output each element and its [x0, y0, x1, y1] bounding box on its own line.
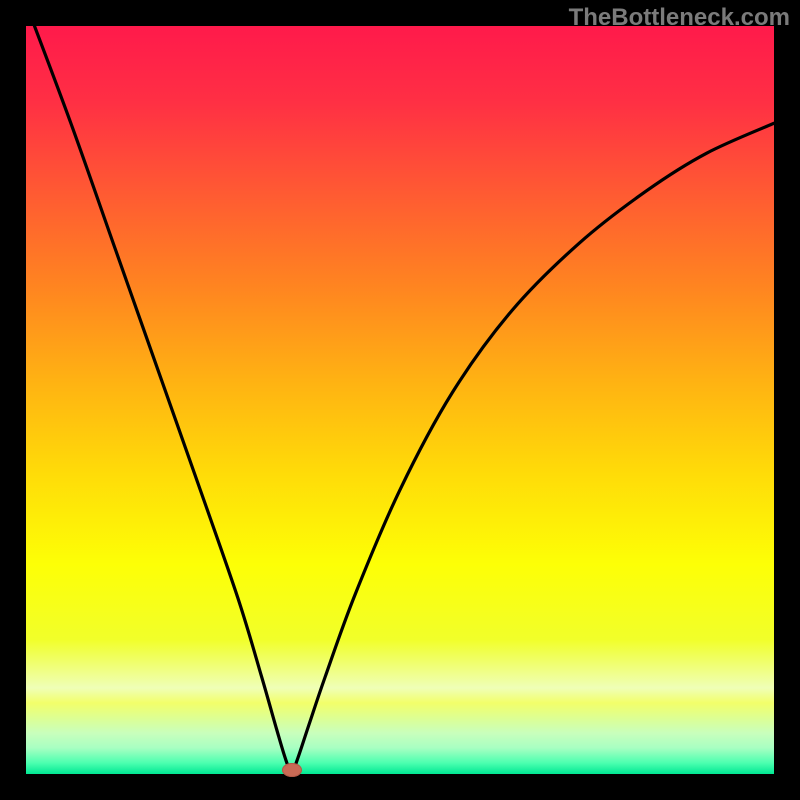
- chart-container: TheBottleneck.com: [0, 0, 800, 800]
- curve-svg: [26, 26, 774, 774]
- plot-area: [26, 26, 774, 774]
- bottleneck-curve: [26, 26, 774, 773]
- watermark-text: TheBottleneck.com: [569, 4, 790, 32]
- vertex-marker: [282, 763, 302, 777]
